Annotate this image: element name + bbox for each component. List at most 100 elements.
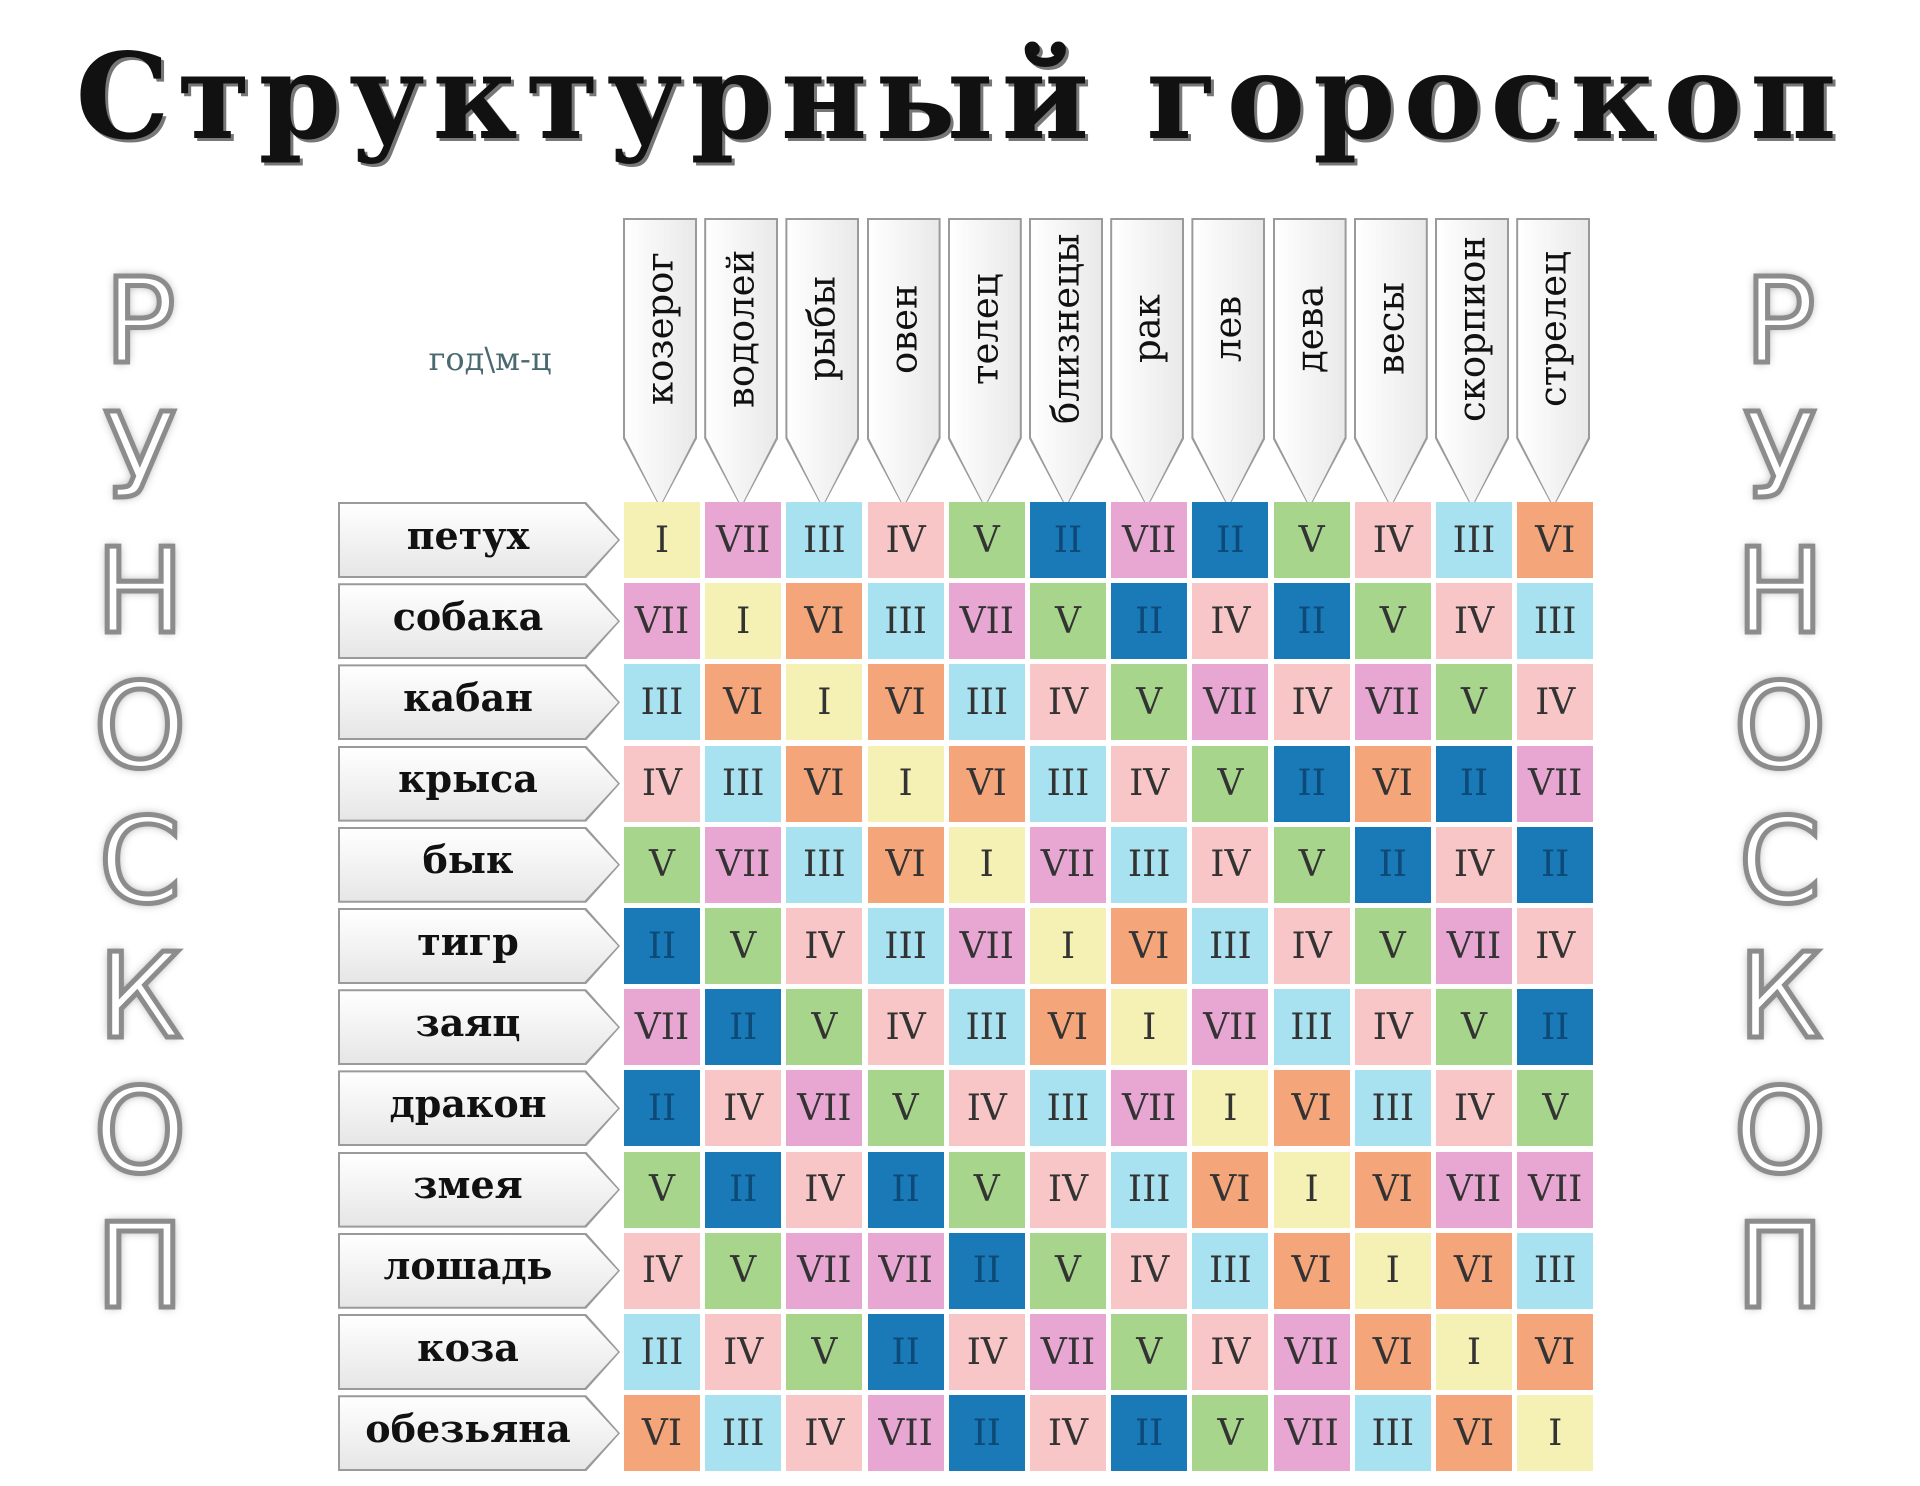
side-letter: У — [102, 386, 179, 526]
row-header-label: бык — [422, 837, 514, 883]
column-header-label: рыбы — [800, 276, 844, 382]
row-header-bg — [340, 1234, 618, 1307]
column-header-bg — [1518, 220, 1589, 506]
column-header-label: овен — [882, 284, 926, 374]
table-cell: IV — [1192, 1314, 1269, 1390]
table-cell: VII — [624, 583, 700, 660]
side-letter: К — [96, 926, 185, 1066]
column-header: стрелец — [1516, 218, 1591, 508]
table-cell: II — [867, 1151, 944, 1228]
table-cell: I — [948, 826, 1025, 903]
side-letter: О — [91, 656, 189, 796]
table-cell: IV — [1192, 826, 1269, 903]
table-cell: IV — [624, 1232, 700, 1309]
table-cell: IV — [1111, 745, 1188, 822]
column-header-label: козерог — [638, 252, 682, 406]
side-letter: К — [1736, 926, 1825, 1066]
table-cell: IV — [1436, 826, 1512, 903]
table-cell: III — [1111, 1151, 1188, 1228]
table-cell: VI — [705, 664, 782, 741]
table-cell: I — [705, 583, 782, 660]
table-cell: I — [1436, 1314, 1512, 1390]
column-header: рыбы — [785, 218, 860, 508]
column-header: козерог — [623, 218, 697, 508]
column-header-bg — [1355, 220, 1426, 506]
row-header-bg — [340, 666, 618, 739]
table-cell: VII — [1273, 1314, 1350, 1390]
table-cell: IV — [1517, 664, 1594, 741]
table-cell: I — [867, 745, 944, 822]
row-header-label: собака — [392, 593, 544, 639]
table-cell: III — [705, 1395, 782, 1472]
side-letter: О — [1731, 1061, 1829, 1201]
table-cell: V — [786, 1314, 863, 1390]
table-cell: IV — [948, 1314, 1025, 1390]
row-header-label: кабан — [403, 674, 533, 720]
column-header-bg — [625, 220, 695, 506]
table-cell: IV — [867, 502, 944, 578]
corner-label: год\м-ц — [428, 340, 552, 378]
table-cell: VII — [1111, 1070, 1188, 1147]
column-header-bg — [1274, 220, 1345, 506]
table-cell: III — [948, 989, 1025, 1066]
side-letter: О — [91, 1061, 189, 1201]
table-cell: VII — [1030, 1314, 1106, 1390]
table-cell: III — [1111, 826, 1188, 903]
table-cell: VI — [1030, 989, 1106, 1066]
table-cell: I — [1354, 1232, 1431, 1309]
table-cell: V — [1436, 664, 1512, 741]
column-header: скорпион — [1435, 218, 1509, 508]
side-letter: Н — [93, 521, 187, 661]
column-header-bg — [1437, 220, 1507, 506]
row-header-bg — [340, 1397, 618, 1470]
table-cell: III — [948, 664, 1025, 741]
table-cell: IV — [705, 1070, 782, 1147]
table-cell: II — [624, 1070, 700, 1147]
side-letter: Р — [1742, 251, 1818, 391]
side-letter: П — [93, 1196, 187, 1336]
table-cell: IV — [1436, 583, 1512, 660]
table-cell: IV — [1273, 664, 1350, 741]
table-cell: II — [624, 908, 700, 984]
table-cell: IV — [1111, 1232, 1188, 1309]
table-cell: VI — [786, 583, 863, 660]
table-cell: IV — [1354, 502, 1431, 578]
table-cell: VI — [1273, 1070, 1350, 1147]
table-cell: VI — [1354, 1151, 1431, 1228]
table-cell: V — [948, 1151, 1025, 1228]
table-cell: VII — [624, 989, 700, 1066]
table-cell: V — [1111, 664, 1188, 741]
table-cell: V — [1030, 1232, 1106, 1309]
table-cell: VI — [1436, 1232, 1512, 1309]
table-cell: VI — [624, 1395, 700, 1472]
table-cell: I — [624, 502, 700, 578]
table-cell: IV — [1030, 1395, 1106, 1472]
table-cell: IV — [786, 1151, 863, 1228]
column-header-label: рак — [1125, 294, 1169, 364]
table-cell: VII — [1273, 1395, 1350, 1472]
table-cell: II — [1273, 583, 1350, 660]
table-cell: V — [786, 989, 863, 1066]
table-cell: V — [1354, 908, 1431, 984]
table-cell: V — [948, 502, 1025, 578]
table-cell: V — [1517, 1070, 1594, 1147]
table-cell: IV — [786, 908, 863, 984]
table-cell: I — [1517, 1395, 1594, 1472]
table-cell: IV — [948, 1070, 1025, 1147]
column-header-label: весы — [1369, 282, 1413, 376]
table-cell: VII — [1192, 664, 1269, 741]
table-cell: IV — [1273, 908, 1350, 984]
column-header: рак — [1110, 218, 1185, 508]
table-cell: VI — [1354, 1314, 1431, 1390]
row-header: крыса — [338, 745, 620, 822]
row-header-bg — [340, 585, 618, 658]
table-cell: IV — [786, 1395, 863, 1472]
table-cell: I — [786, 664, 863, 741]
row-header: заяц — [338, 989, 620, 1066]
column-header: телец — [947, 218, 1022, 508]
row-header: тигр — [338, 908, 620, 984]
table-cell: VII — [1354, 664, 1431, 741]
table-cell: VII — [705, 826, 782, 903]
